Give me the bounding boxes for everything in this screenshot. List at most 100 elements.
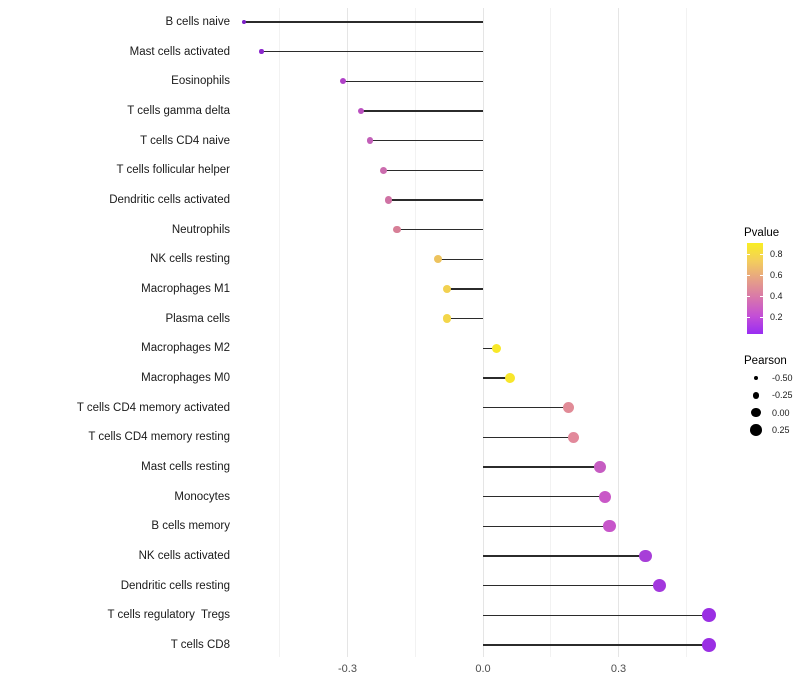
category-label: T cells follicular helper [116,164,230,177]
category-label: Monocytes [174,490,230,503]
lollipop-stem [397,228,483,231]
gridline-major [482,8,484,657]
pvalue-tick-label: 0.2 [770,311,783,322]
gradient-tick-mark [747,295,750,297]
gridline-minor [685,8,687,657]
lollipop-stem [483,377,511,379]
data-point [339,78,347,85]
category-label: Macrophages M0 [141,372,230,384]
lollipop-stem [261,50,483,53]
category-label: T cells CD4 memory resting [88,431,230,444]
lollipop-stem [342,80,483,83]
data-point [567,431,579,443]
data-point [259,49,264,54]
category-label: Dendritic cells activated [109,194,230,206]
lollipop-stem [437,258,483,261]
category-label: Plasma cells [165,312,230,325]
data-point [384,196,392,204]
data-point [701,637,716,653]
gridline-minor [414,8,416,657]
lollipop-stem [483,406,569,409]
data-point [433,255,442,264]
lollipop-stem [446,317,483,320]
data-point [393,225,401,234]
category-label: T cells CD4 naive [140,134,230,147]
data-point [357,107,365,115]
gradient-tick-mark [747,316,750,318]
data-point [380,166,388,174]
gradient-tick-mark [747,253,750,255]
x-tick-label: -0.3 [338,663,357,675]
category-label: Dendritic cells resting [120,579,230,592]
data-point [442,284,452,294]
category-label: Eosinophils [171,75,230,88]
lollipop-stem [243,21,483,23]
lollipop-stem [483,466,601,468]
category-label: Macrophages M1 [141,283,230,295]
data-point [701,608,716,623]
pearson-legend-dot [750,424,762,436]
x-tick-label: 0.0 [475,663,491,675]
pearson-legend-label: 0.00 [772,407,790,418]
category-label: T cells CD4 memory activated [76,401,230,414]
pearson-legend-label: -0.50 [772,373,793,383]
lollipop-stem [483,584,660,587]
lollipop-stem [446,288,483,290]
lollipop-stem [483,555,646,557]
category-label: B cells naive [165,16,230,28]
category-label: T cells regulatory Tregs [107,609,230,622]
data-point [594,461,607,473]
lollipop-stem [483,644,709,646]
data-point [603,520,616,533]
lollipop-stem [370,139,483,142]
gradient-tick-mark [747,274,750,276]
data-point [563,402,575,414]
category-label: NK cells activated [138,550,230,562]
lollipop-stem [361,110,483,112]
gridline-major [618,8,619,657]
data-point [639,549,653,563]
pvalue-legend-title: Pvalue [744,227,780,239]
gridline-minor [279,8,281,657]
lollipop-stem [483,614,709,617]
gridline-major [346,8,348,657]
lollipop-stem [483,495,605,498]
gridline-minor [550,8,552,657]
category-label: Mast cells resting [141,461,230,473]
category-label: Neutrophils [171,223,230,236]
pvalue-tick-label: 0.6 [770,269,783,280]
pearson-legend-dot [751,407,761,418]
pearson-legend-dot [752,391,760,399]
pearson-legend-title: Pearson [744,355,787,367]
category-label: T cells CD8 [170,639,230,651]
data-point [491,343,502,354]
category-label: Macrophages M2 [141,342,230,355]
gradient-tick-mark [760,253,763,255]
gradient-tick-mark [760,295,763,297]
lollipop-stem [483,436,574,439]
lollipop-stem [483,525,610,528]
pearson-legend-label: -0.25 [772,390,793,401]
pearson-legend-dot [753,375,759,381]
category-label: T cells gamma delta [127,105,230,117]
data-point [442,314,452,323]
data-point [241,20,246,24]
category-label: NK cells resting [150,253,230,266]
pvalue-tick-label: 0.4 [770,290,783,301]
pvalue-tick-label: 0.8 [770,248,783,259]
pvalue-gradient-bar [747,243,763,334]
data-point [366,137,374,145]
lollipop-stem [483,347,497,350]
pearson-legend-label: 0.25 [772,424,790,435]
x-tick-label: 0.3 [610,663,627,675]
lollipop-stem [383,169,483,172]
gradient-tick-mark [760,316,763,318]
category-label: Mast cells activated [129,45,230,58]
data-point [598,490,611,503]
gradient-tick-mark [760,274,763,276]
category-label: B cells memory [151,520,230,533]
lollipop-stem [388,199,483,201]
data-point [652,579,666,593]
data-point [505,373,516,383]
